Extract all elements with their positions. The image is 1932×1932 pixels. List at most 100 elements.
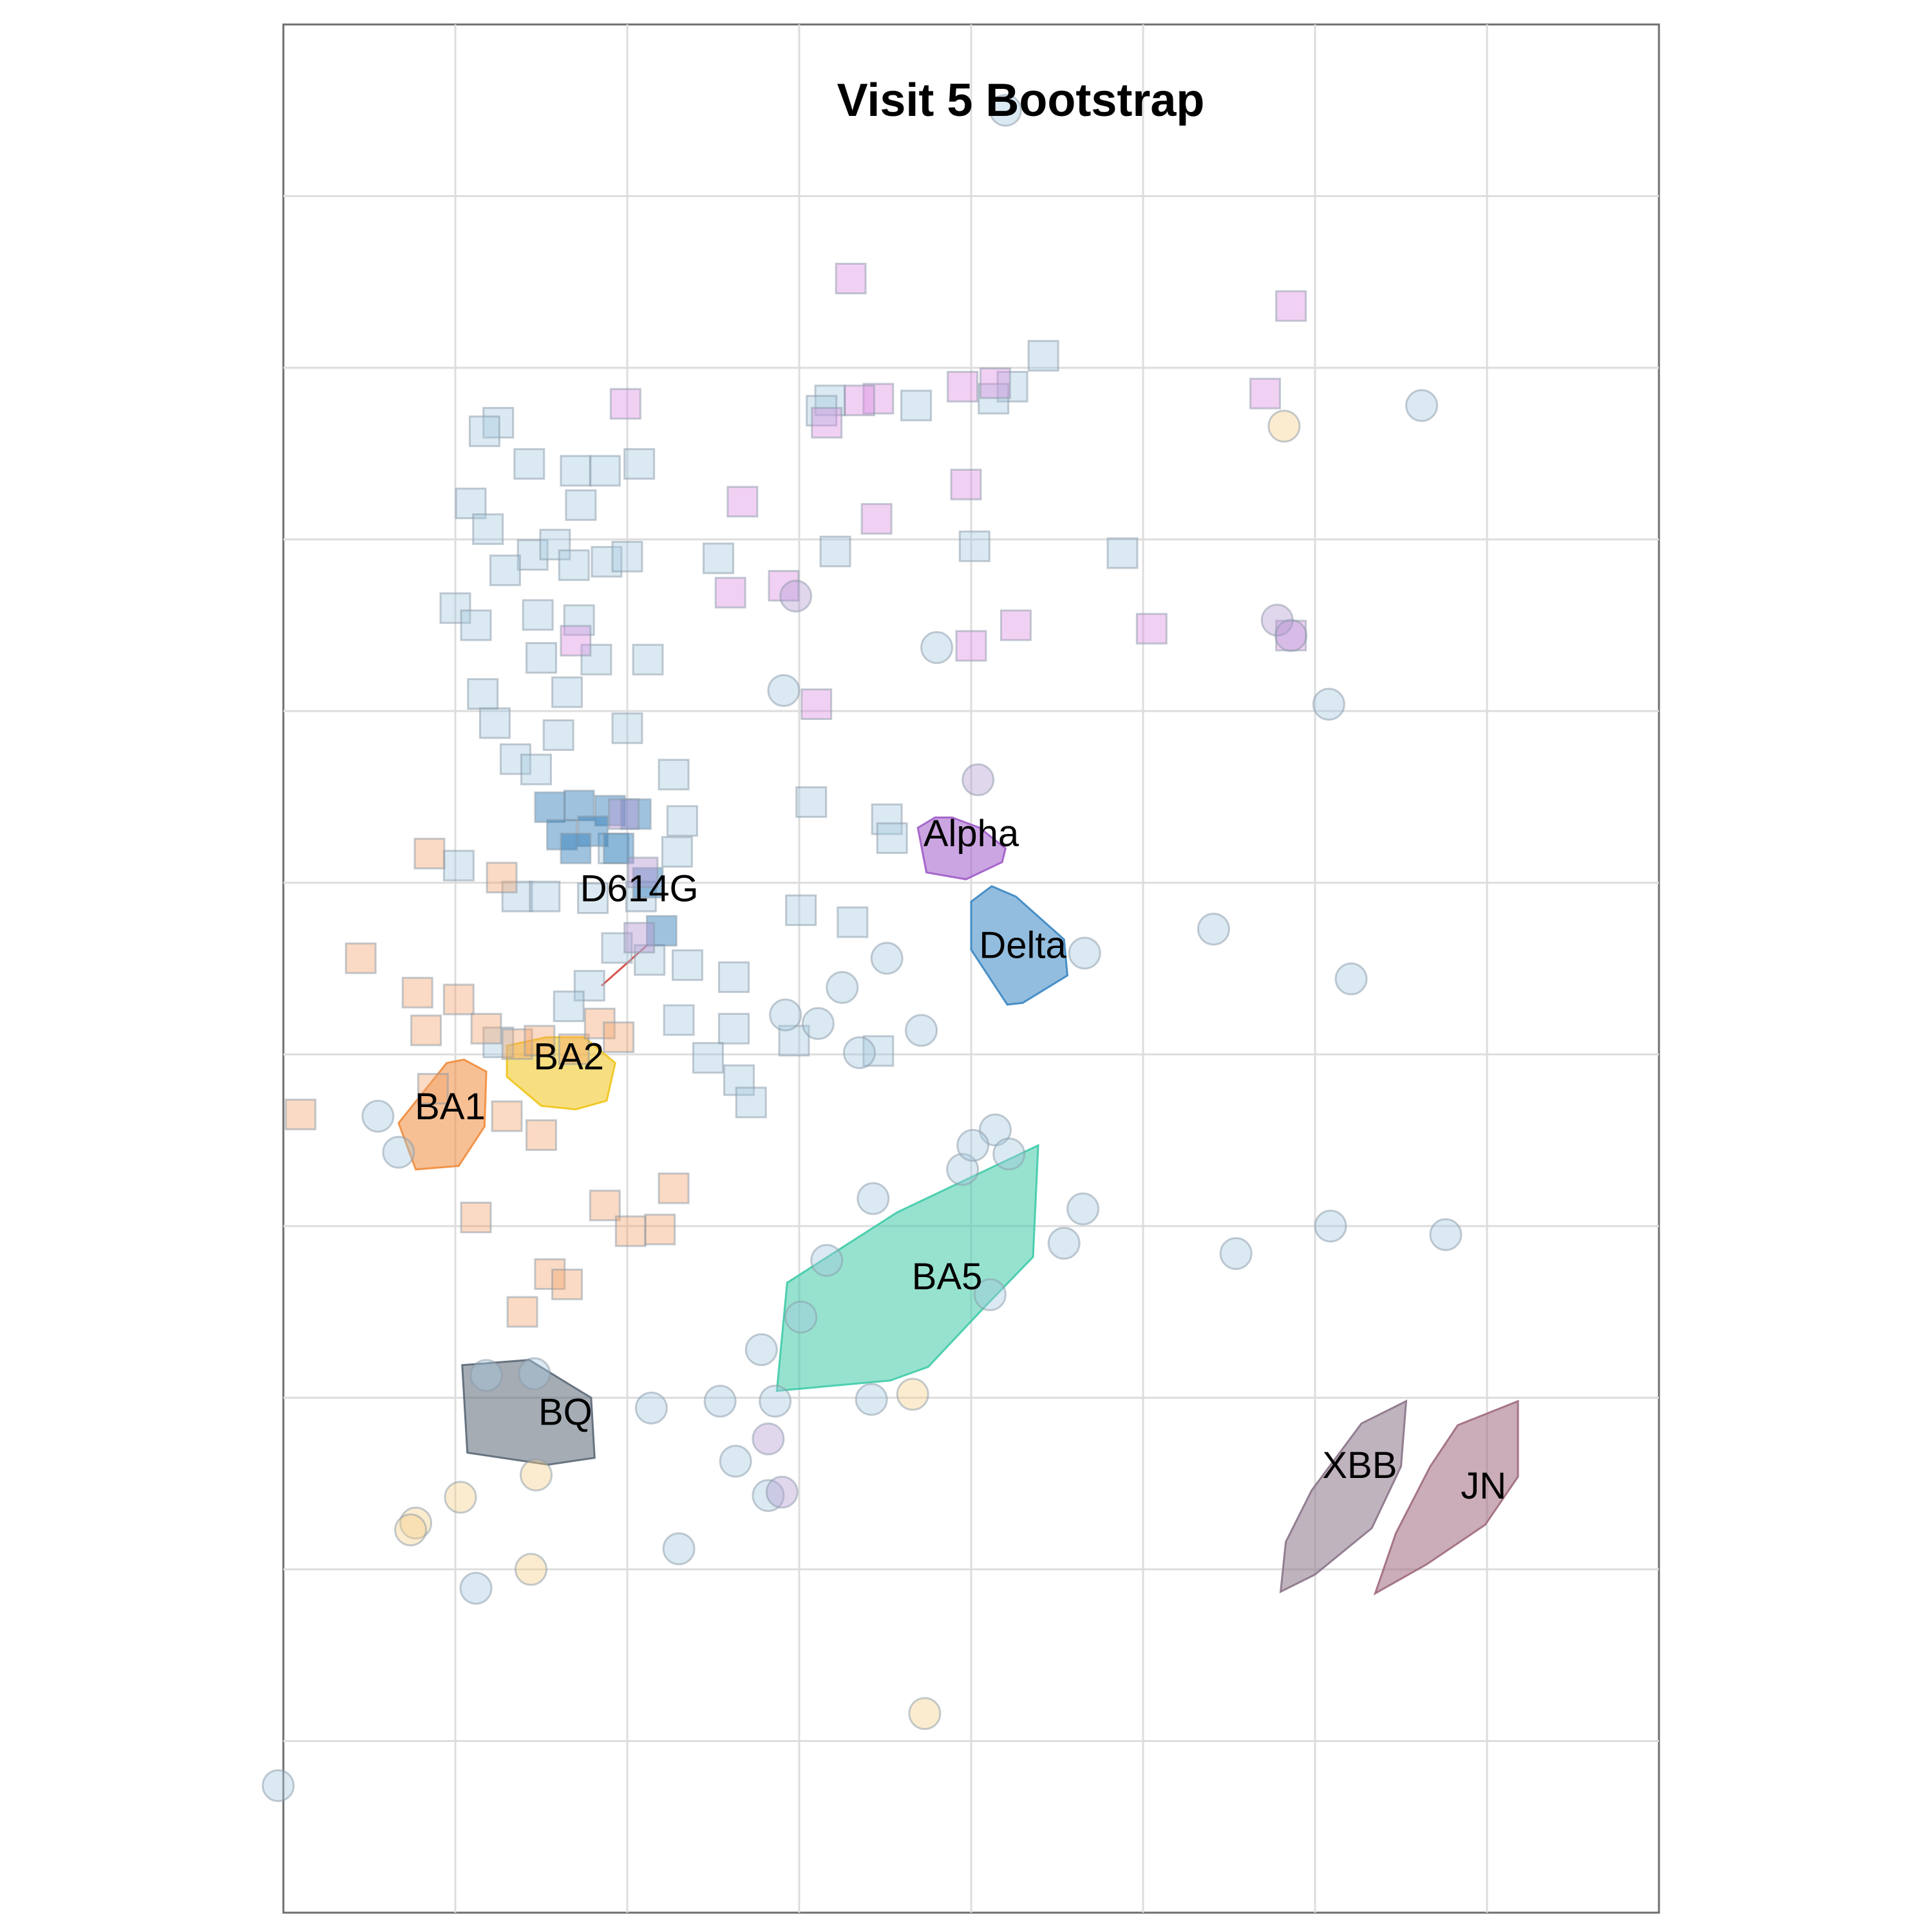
square-point (285, 1099, 317, 1131)
circle-point (896, 1378, 929, 1411)
circle-point (842, 1036, 876, 1070)
square-point (785, 894, 817, 926)
circle-point (826, 971, 859, 1004)
circle-point (719, 1444, 752, 1478)
chart-title: Visit 5 Bootstrap (837, 75, 1205, 126)
square-point (482, 1027, 515, 1059)
square-point (632, 643, 664, 676)
square-point (524, 1025, 556, 1057)
square-point (645, 914, 677, 947)
square-point (589, 455, 621, 487)
square-point (795, 786, 828, 818)
cluster-hull-jn (1373, 1399, 1519, 1596)
square-point (876, 822, 908, 854)
circle-point (810, 1244, 844, 1277)
square-point (594, 795, 626, 827)
square-point (591, 545, 623, 578)
circle-point (394, 1513, 428, 1547)
circle-point (382, 1135, 415, 1169)
square-point (491, 1100, 523, 1132)
square-point (560, 455, 592, 487)
square-point (950, 468, 982, 500)
square-point (482, 406, 515, 439)
square-point (460, 609, 492, 641)
square-point (714, 576, 746, 609)
square-point (439, 592, 471, 624)
square-point (837, 906, 869, 938)
square-point (534, 791, 566, 823)
square-point (506, 1296, 538, 1328)
square-point (551, 676, 583, 708)
square-point (499, 743, 531, 775)
square-point (611, 712, 643, 744)
square-point (601, 932, 633, 964)
square-point (345, 942, 377, 974)
cluster-label-ba5: BA5 (912, 1256, 983, 1298)
circle-point (905, 1014, 938, 1047)
circle-point (1314, 1209, 1347, 1243)
cluster-hull-ba1 (397, 1058, 488, 1171)
square-point (1275, 290, 1307, 322)
square-point (563, 604, 595, 636)
square-point (623, 448, 656, 480)
circle-point (784, 1300, 818, 1334)
square-point (1135, 612, 1168, 645)
square-point (611, 540, 643, 573)
square-point (526, 1119, 557, 1151)
square-point (468, 415, 500, 448)
square-point (417, 1073, 449, 1105)
circle-point (765, 1475, 799, 1509)
circle-point (801, 1007, 835, 1040)
circle-point (779, 580, 813, 613)
square-point (608, 798, 640, 830)
cluster-label-bq: BQ (538, 1391, 592, 1433)
circle-point (855, 1383, 888, 1416)
square-point (996, 370, 1028, 402)
square-point (947, 370, 979, 402)
cluster-hull-alpha (916, 816, 1007, 880)
square-point (573, 970, 605, 1002)
circle-point (514, 1553, 547, 1586)
square-point (692, 1042, 724, 1074)
circle-point (469, 1359, 503, 1392)
square-point (814, 384, 846, 417)
circle-point (1066, 1192, 1100, 1226)
circle-point (459, 1571, 493, 1605)
square-point (558, 549, 590, 582)
square-point (401, 976, 433, 1009)
cluster-line-d614g (601, 943, 649, 987)
square-point (800, 688, 833, 721)
square-point (658, 1172, 690, 1204)
square-point (542, 719, 574, 751)
square-point (819, 535, 851, 567)
square-point (666, 805, 698, 837)
square-point (811, 406, 843, 439)
square-point (413, 837, 446, 869)
square-point (553, 990, 585, 1023)
cluster-label-ba1: BA1 (415, 1086, 486, 1128)
square-point (999, 609, 1032, 641)
square-point (589, 1189, 621, 1222)
square-point (843, 384, 875, 417)
circle-point (1312, 688, 1345, 721)
cluster-hull-xbb (1279, 1399, 1408, 1594)
circle-point (1334, 962, 1368, 996)
circle-point (992, 1137, 1026, 1171)
circle-point (956, 1129, 990, 1162)
square-point (835, 262, 867, 294)
square-point (603, 1021, 635, 1054)
circle-point (870, 942, 904, 975)
square-point (958, 530, 990, 562)
circle-point (1405, 389, 1439, 422)
circle-point (961, 763, 995, 797)
circle-point (920, 631, 954, 665)
square-point (560, 832, 592, 864)
square-point (735, 1086, 767, 1119)
circle-point (1219, 1236, 1253, 1270)
square-point (534, 1258, 566, 1290)
square-point (580, 643, 612, 676)
circle-point (261, 1769, 295, 1803)
square-point (634, 944, 666, 976)
square-point (663, 1004, 695, 1036)
circle-point (634, 1391, 668, 1425)
